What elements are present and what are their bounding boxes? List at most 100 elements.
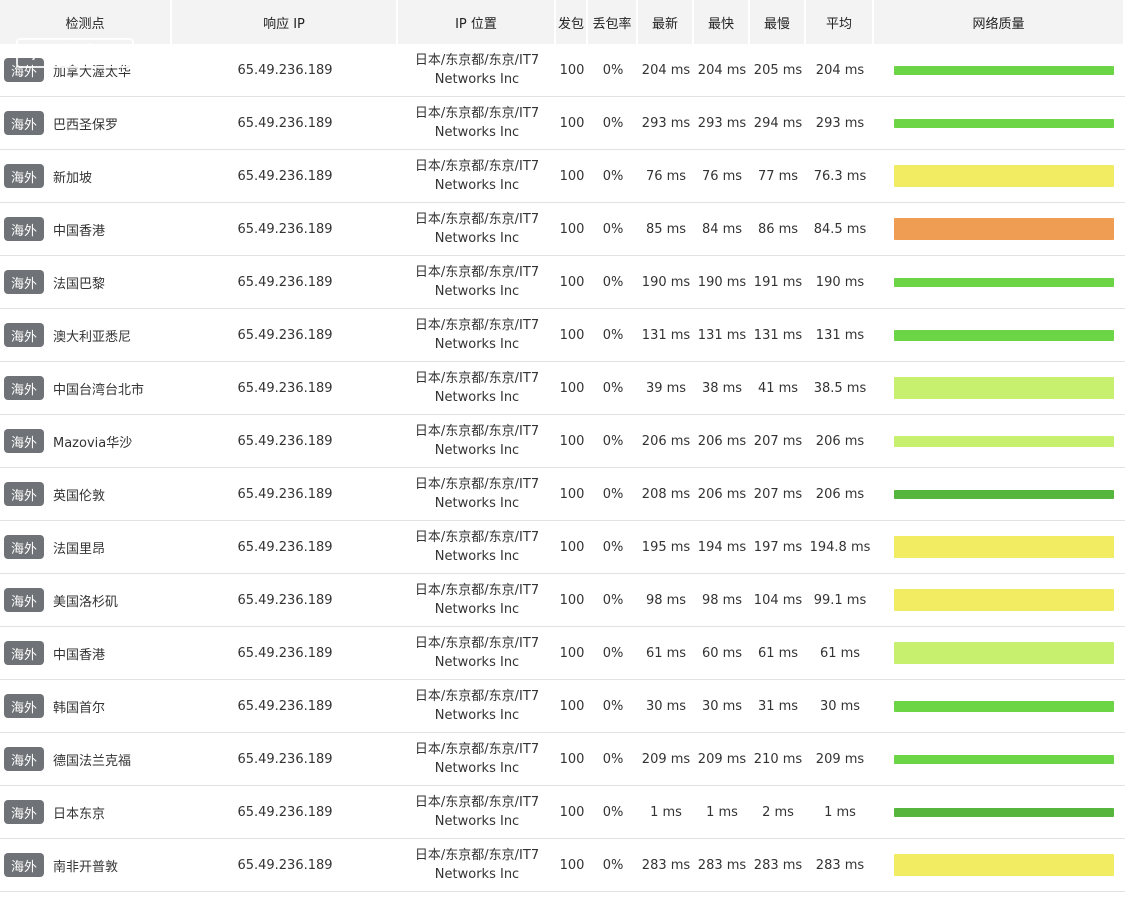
ip-location-line: 日本/东京都/东京/IT7 (414, 689, 540, 704)
ip-location-org: Networks Inc (434, 284, 520, 299)
column-header-location[interactable]: IP 位置 (398, 0, 556, 44)
column-header-average[interactable]: 平均 (806, 0, 874, 44)
response-ip: 65.49.236.189 (172, 733, 398, 786)
slowest-latency: 86 ms (750, 203, 806, 256)
network-quality-bar (894, 754, 1114, 764)
fastest-latency: 209 ms (694, 733, 750, 786)
column-header-latest[interactable]: 最新 (638, 0, 694, 44)
latest-latency: 204 ms (638, 44, 694, 97)
latest-latency: 85 ms (638, 203, 694, 256)
latest-latency: 98 ms (638, 574, 694, 627)
latest-latency: 131 ms (638, 309, 694, 362)
ip-location-org: Networks Inc (434, 496, 520, 511)
node-name: Mazovia华沙 (53, 435, 133, 451)
ip-location-line: 日本/东京都/东京/IT7 (414, 636, 540, 651)
ip-location-org: Networks Inc (434, 549, 520, 564)
response-ip: 65.49.236.189 (172, 44, 398, 97)
region-badge: 海外 (4, 641, 44, 665)
node-cell: 海外 Mazovia华沙 (0, 415, 172, 468)
fastest-latency: 84 ms (694, 203, 750, 256)
loss-rate: 0% (588, 150, 638, 203)
network-quality-bar (894, 277, 1114, 287)
average-latency: 206 ms (806, 415, 874, 468)
average-latency: 293 ms (806, 97, 874, 150)
ip-location-line: 日本/东京都/东京/IT7 (414, 318, 540, 333)
network-quality-cell (874, 627, 1125, 680)
network-quality-bar (894, 807, 1114, 817)
response-ip: 65.49.236.189 (172, 680, 398, 733)
network-quality-bar (894, 118, 1114, 128)
region-badge: 海外 (4, 482, 44, 506)
ip-location-line: 日本/东京都/东京/IT7 (414, 424, 540, 439)
average-latency: 38.5 ms (806, 362, 874, 415)
ip-location-org: Networks Inc (434, 708, 520, 723)
network-quality-cell (874, 786, 1125, 839)
slowest-latency: 77 ms (750, 150, 806, 203)
ip-location-org: Networks Inc (434, 602, 520, 617)
slowest-latency: 191 ms (750, 256, 806, 309)
average-latency: 206 ms (806, 468, 874, 521)
loss-rate: 0% (588, 415, 638, 468)
network-quality-cell (874, 680, 1125, 733)
response-ip: 65.49.236.189 (172, 203, 398, 256)
loss-rate: 0% (588, 574, 638, 627)
ip-location-line: 日本/东京都/东京/IT7 (414, 477, 540, 492)
fastest-latency: 283 ms (694, 839, 750, 892)
sent-count: 100 (556, 680, 588, 733)
latest-latency: 209 ms (638, 733, 694, 786)
ip-location-line: 日本/东京都/东京/IT7 (414, 159, 540, 174)
ip-location-org: Networks Inc (434, 443, 520, 458)
region-badge: 海外 (4, 535, 44, 559)
network-quality-cell (874, 97, 1125, 150)
network-quality-cell (874, 574, 1125, 627)
average-latency: 30 ms (806, 680, 874, 733)
fastest-latency: 30 ms (694, 680, 750, 733)
region-badge: 海外 (4, 429, 44, 453)
network-quality-cell (874, 256, 1125, 309)
network-quality-cell (874, 521, 1125, 574)
column-header-slowest[interactable]: 最慢 (750, 0, 806, 44)
column-header-ip[interactable]: 响应 IP (172, 0, 398, 44)
region-badge: 海外 (4, 800, 44, 824)
loss-rate: 0% (588, 627, 638, 680)
average-latency: 76.3 ms (806, 150, 874, 203)
ip-location-org: Networks Inc (434, 178, 520, 193)
loss-rate: 0% (588, 362, 638, 415)
network-quality-cell (874, 203, 1125, 256)
column-header-quality[interactable]: 网络质量 (874, 0, 1125, 44)
column-header-fastest[interactable]: 最快 (694, 0, 750, 44)
column-header-loss[interactable]: 丢包率 (588, 0, 638, 44)
network-quality-cell (874, 362, 1125, 415)
ip-location-org: Networks Inc (434, 814, 520, 829)
ip-location: 日本/东京都/东京/IT7 Networks Inc (398, 627, 556, 680)
node-cell: 海外 新加坡 (0, 150, 172, 203)
node-name: 韩国首尔 (53, 700, 106, 716)
average-latency: 194.8 ms (806, 521, 874, 574)
region-badge: 海外 (4, 58, 44, 82)
loss-rate: 0% (588, 203, 638, 256)
loss-rate: 0% (588, 97, 638, 150)
ip-location-line: 日本/东京都/东京/IT7 (414, 583, 540, 598)
node-name: 英国伦敦 (53, 488, 106, 504)
response-ip: 65.49.236.189 (172, 521, 398, 574)
node-cell: 海外 澳大利亚悉尼 (0, 309, 172, 362)
sent-count: 100 (556, 574, 588, 627)
slowest-latency: 31 ms (750, 680, 806, 733)
slowest-latency: 207 ms (750, 468, 806, 521)
column-header-sent[interactable]: 发包 (556, 0, 588, 44)
network-quality-cell (874, 309, 1125, 362)
fastest-latency: 76 ms (694, 150, 750, 203)
ip-location: 日本/东京都/东京/IT7 Networks Inc (398, 362, 556, 415)
ip-location-org: Networks Inc (434, 125, 520, 140)
node-cell: 海外 英国伦敦 (0, 468, 172, 521)
fastest-latency: 194 ms (694, 521, 750, 574)
region-badge: 海外 (4, 694, 44, 718)
slowest-latency: 2 ms (750, 786, 806, 839)
response-ip: 65.49.236.189 (172, 150, 398, 203)
column-header-node[interactable]: 检测点 (0, 0, 172, 44)
response-ip: 65.49.236.189 (172, 627, 398, 680)
sent-count: 100 (556, 44, 588, 97)
node-name: 南非开普敦 (53, 859, 119, 875)
ip-location: 日本/东京都/东京/IT7 Networks Inc (398, 733, 556, 786)
loss-rate: 0% (588, 44, 638, 97)
